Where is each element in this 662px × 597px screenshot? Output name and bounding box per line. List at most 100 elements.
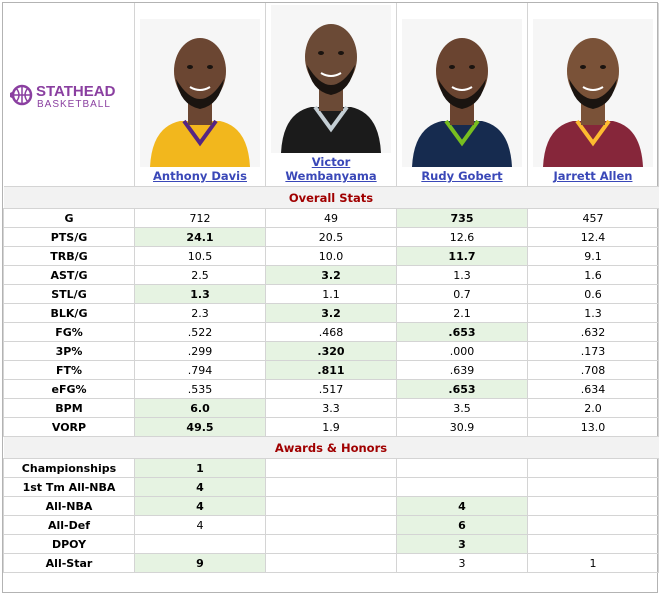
player-photo[interactable] <box>533 19 653 167</box>
stat-value: .634 <box>527 379 659 399</box>
stat-label: STL/G <box>3 284 135 304</box>
stat-value: .653 <box>396 322 528 342</box>
section-title: Overall Stats <box>3 186 659 209</box>
stat-value: 1.3 <box>527 303 659 323</box>
stat-row: TRB/G 10.5 10.0 11.7 9.1 <box>3 246 659 266</box>
stat-value: 30.9 <box>396 417 528 437</box>
stat-label: PTS/G <box>3 227 135 247</box>
stat-value: 4 <box>134 477 266 497</box>
stat-value: 735 <box>396 208 528 228</box>
stat-label: FG% <box>3 322 135 342</box>
stat-value: 12.4 <box>527 227 659 247</box>
section-title: Awards & Honors <box>3 436 659 459</box>
logo-subtitle: BASKETBALL <box>37 99 111 110</box>
stat-value <box>527 458 659 478</box>
stat-row: All-Star 9 3 1 <box>3 553 659 573</box>
stat-value <box>265 534 397 554</box>
player-photo[interactable] <box>271 5 391 153</box>
stat-label: TRB/G <box>3 246 135 266</box>
stat-value: .517 <box>265 379 397 399</box>
stat-value: 2.0 <box>527 398 659 418</box>
player-photo[interactable] <box>402 19 522 167</box>
stat-value <box>527 477 659 497</box>
stat-row: STL/G 1.3 1.1 0.7 0.6 <box>3 284 659 304</box>
stat-row: 3P% .299.320.000.173 <box>3 341 659 361</box>
comparison-table: STATHEAD BASKETBALL Anthony Davis Victor W… <box>3 3 659 573</box>
stat-value: 3.2 <box>265 303 397 323</box>
stat-label: All-Star <box>3 553 135 573</box>
stat-value: 13.0 <box>527 417 659 437</box>
player-name-link[interactable]: Anthony Davis <box>153 169 247 183</box>
stat-value: 2.3 <box>134 303 266 323</box>
stat-value: 10.0 <box>265 246 397 266</box>
stat-value: 6.0 <box>134 398 266 418</box>
stat-value: 11.7 <box>396 246 528 266</box>
player-header-1: Anthony Davis <box>134 3 266 187</box>
stat-value <box>265 553 397 573</box>
stat-value <box>265 458 397 478</box>
player-name-link[interactable]: Victor Wembanyama <box>285 155 377 183</box>
stat-value: .299 <box>134 341 266 361</box>
stat-value: .468 <box>265 322 397 342</box>
stat-value: 1.1 <box>265 284 397 304</box>
stat-row: All-Def 4 6 <box>3 515 659 535</box>
player-header-row: STATHEAD BASKETBALL Anthony Davis Victor W… <box>3 3 659 187</box>
stat-value: 1.9 <box>265 417 397 437</box>
stat-value: 10.5 <box>134 246 266 266</box>
stat-label: BPM <box>3 398 135 418</box>
player-name-link[interactable]: Rudy Gobert <box>421 169 503 183</box>
stat-row: FT% .794.811.639.708 <box>3 360 659 380</box>
stat-value <box>396 477 528 497</box>
stat-row: BLK/G 2.3 3.2 2.1 1.3 <box>3 303 659 323</box>
stat-row: PTS/G 24.1 20.5 12.6 12.4 <box>3 227 659 247</box>
stat-label: All-NBA <box>3 496 135 516</box>
stat-value <box>265 515 397 535</box>
stat-label: G <box>3 208 135 228</box>
stat-value: 9.1 <box>527 246 659 266</box>
stat-value: 9 <box>134 553 266 573</box>
stat-label: 3P% <box>3 341 135 361</box>
player-name-link[interactable]: Jarrett Allen <box>553 169 633 183</box>
stat-value: 4 <box>396 496 528 516</box>
stat-value: .794 <box>134 360 266 380</box>
stat-value: .535 <box>134 379 266 399</box>
stat-value: 1.3 <box>134 284 266 304</box>
stat-value <box>265 477 397 497</box>
player-header-2: Victor Wembanyama <box>265 3 397 187</box>
stat-value: 6 <box>396 515 528 535</box>
stat-value: 3 <box>396 553 528 573</box>
player-header-3: Rudy Gobert <box>396 3 528 187</box>
awards-honors-header: Awards & Honors <box>3 436 659 459</box>
stat-value: 4 <box>134 515 266 535</box>
stat-row: G 712 49 735 457 <box>3 208 659 228</box>
stat-value: 12.6 <box>396 227 528 247</box>
stat-value <box>396 458 528 478</box>
stat-value: 1.3 <box>396 265 528 285</box>
stat-value: .639 <box>396 360 528 380</box>
stat-value: .000 <box>396 341 528 361</box>
stat-row: DPOY 3 <box>3 534 659 554</box>
stat-value: 3.2 <box>265 265 397 285</box>
stat-value: 1 <box>134 458 266 478</box>
stat-value: 457 <box>527 208 659 228</box>
stat-row: 1st Tm All-NBA 4 <box>3 477 659 497</box>
stat-value <box>527 515 659 535</box>
stat-row: FG% .522.468.653.632 <box>3 322 659 342</box>
player-header-4: Jarrett Allen <box>527 3 659 187</box>
stat-value: 712 <box>134 208 266 228</box>
overall-stats-header: Overall Stats <box>3 186 659 209</box>
stat-value: 3.5 <box>396 398 528 418</box>
stat-row: BPM 6.0 3.3 3.5 2.0 <box>3 398 659 418</box>
stat-value: .653 <box>396 379 528 399</box>
stat-value: 1.6 <box>527 265 659 285</box>
stat-value <box>134 534 266 554</box>
stat-value: 0.7 <box>396 284 528 304</box>
player-photo[interactable] <box>140 19 260 167</box>
stat-label: DPOY <box>3 534 135 554</box>
stat-value <box>527 534 659 554</box>
stathead-logo[interactable]: STATHEAD BASKETBALL <box>3 3 135 187</box>
stat-row: AST/G 2.5 3.2 1.3 1.6 <box>3 265 659 285</box>
stat-value <box>527 496 659 516</box>
